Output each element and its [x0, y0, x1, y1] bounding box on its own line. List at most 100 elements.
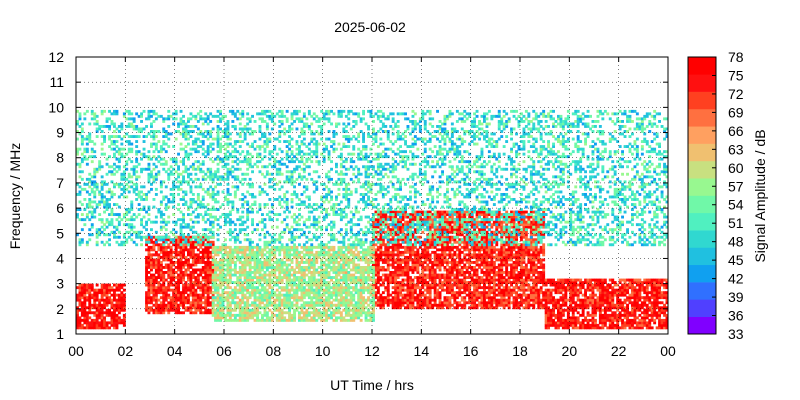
heatmap-cell [298, 281, 301, 284]
heatmap-cell [243, 293, 247, 297]
heatmap-cell [302, 281, 306, 284]
heatmap-cell [483, 261, 486, 264]
heatmap-cell [446, 261, 449, 264]
heatmap-cell [487, 301, 491, 305]
heatmap-cell [80, 293, 84, 297]
heatmap-cell [416, 301, 420, 305]
heatmap-cell [470, 273, 474, 277]
heatmap-cell [532, 281, 536, 284]
heatmap-cell [105, 298, 109, 302]
heatmap-cell [280, 303, 284, 307]
heatmap-cell [520, 245, 523, 249]
heatmap-cell [418, 263, 422, 267]
heatmap-cell [569, 318, 573, 322]
heatmap-cell [300, 268, 304, 272]
heatmap-cell [236, 318, 240, 322]
heatmap-cell [559, 321, 563, 325]
heatmap-cell [433, 238, 437, 242]
heatmap-cell [468, 276, 472, 279]
heatmap-cell [293, 288, 296, 292]
heatmap-cell [475, 215, 479, 219]
heatmap-cell [455, 255, 459, 259]
heatmap-cell [191, 276, 195, 279]
heatmap-cell [564, 293, 568, 297]
heatmap-cell [579, 288, 583, 292]
heatmap-cell [497, 268, 501, 272]
heatmap-cell [226, 268, 230, 272]
heatmap-cell [500, 258, 504, 262]
heatmap-cell [241, 318, 245, 322]
heatmap-cell [441, 288, 444, 292]
heatmap-cell [391, 245, 395, 249]
heatmap-cell [436, 306, 439, 310]
heatmap-cell [559, 303, 563, 307]
heatmap-cell [206, 255, 210, 259]
heatmap-cell [576, 303, 580, 307]
heatmap-cell [438, 283, 442, 287]
heatmap-cell [261, 268, 264, 272]
heatmap-cell [517, 296, 521, 300]
heatmap-cell [199, 296, 203, 300]
heatmap-cell [182, 253, 185, 257]
heatmap-cell [120, 303, 124, 307]
heatmap-cell [643, 313, 647, 317]
heatmap-cell [248, 313, 252, 317]
heatmap-cell [95, 291, 99, 295]
heatmap-cell [399, 281, 402, 284]
heatmap-cell [394, 288, 398, 292]
heatmap-cell [485, 271, 489, 274]
heatmap-cell [310, 261, 314, 264]
heatmap-cell [302, 253, 306, 257]
heatmap-cell [179, 245, 183, 249]
heatmap-cell [520, 233, 523, 237]
heatmap-cell [436, 228, 439, 232]
heatmap-cell [492, 263, 496, 267]
heatmap-cell [150, 278, 153, 282]
heatmap-cell [302, 303, 306, 307]
heatmap-cell [285, 288, 289, 292]
heatmap-cell [487, 273, 491, 277]
heatmap-cell [579, 321, 583, 325]
heatmap-cell [534, 283, 538, 287]
heatmap-cell [167, 293, 171, 297]
heatmap-cell [263, 258, 267, 262]
heatmap-cell [443, 228, 447, 232]
heatmap-cell [487, 245, 491, 249]
heatmap-cell [436, 235, 439, 239]
heatmap-cell [532, 233, 536, 237]
heatmap-cell [233, 271, 237, 274]
heatmap-cell [660, 311, 664, 315]
heatmap-cell [423, 296, 427, 300]
heatmap-cell [500, 276, 504, 279]
heatmap-cell [544, 321, 548, 325]
heatmap-cell [150, 301, 153, 305]
heatmap-cell [512, 268, 516, 272]
heatmap-cell [473, 266, 476, 269]
heatmap-cell [95, 288, 99, 292]
heatmap-cell [379, 255, 383, 259]
heatmap-cell [246, 255, 250, 259]
heatmap-cell [490, 306, 494, 310]
heatmap-cell [507, 298, 511, 302]
heatmap-cell [376, 281, 380, 284]
heatmap-cell [569, 323, 573, 327]
heatmap-cell [441, 258, 444, 262]
heatmap-cell [312, 261, 316, 264]
heatmap-cell [483, 258, 486, 262]
heatmap-cell [631, 323, 634, 327]
heatmap-cell [154, 311, 158, 315]
heatmap-cell [243, 248, 247, 252]
heatmap-cell [374, 283, 378, 287]
heatmap-cell [191, 298, 195, 302]
heatmap-cell [386, 278, 390, 282]
heatmap-cell [288, 255, 291, 259]
heatmap-cell [206, 266, 210, 269]
heatmap-cell [241, 313, 245, 317]
heatmap-cell [379, 278, 383, 282]
heatmap-cell [280, 263, 284, 267]
heatmap-cell [515, 278, 518, 282]
heatmap-cell [150, 263, 153, 267]
heatmap-cell [463, 298, 467, 302]
heatmap-cell [453, 261, 457, 264]
heatmap-cell [231, 313, 235, 317]
